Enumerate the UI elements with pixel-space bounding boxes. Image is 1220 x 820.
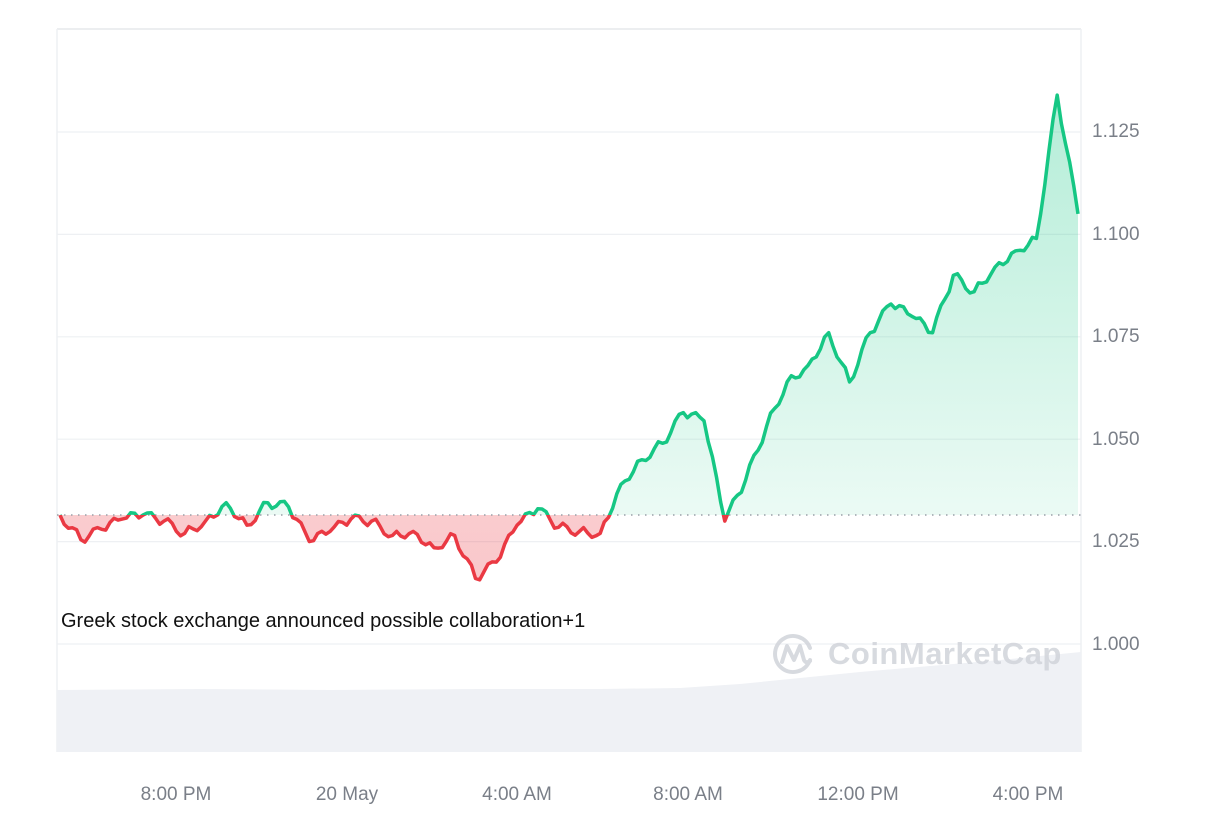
news-annotation[interactable]: Greek stock exchange announced possible … bbox=[61, 610, 586, 632]
y-tick-label: 1.075 bbox=[1092, 326, 1140, 347]
x-tick-label: 8:00 PM bbox=[140, 784, 212, 805]
area-fill-below-baseline bbox=[60, 515, 728, 580]
watermark-text: CoinMarketCap bbox=[828, 636, 1062, 671]
coinmarketcap-logo-icon bbox=[773, 634, 812, 674]
watermark: CoinMarketCap bbox=[770, 630, 1062, 678]
y-tick-label: 1.025 bbox=[1092, 531, 1140, 552]
price-line-above-baseline bbox=[60, 93, 1080, 515]
grid-lines bbox=[57, 131, 1081, 645]
x-tick-label: 12:00 PM bbox=[817, 784, 899, 805]
y-tick-label: 1.100 bbox=[1092, 224, 1140, 245]
chart-frame bbox=[56, 28, 1082, 752]
y-tick-label: 1.125 bbox=[1092, 121, 1140, 142]
x-tick-label: 4:00 AM bbox=[482, 784, 552, 805]
x-tick-label: 8:00 AM bbox=[653, 784, 723, 805]
area-fill-above-baseline bbox=[60, 95, 1078, 515]
y-tick-label: 1.050 bbox=[1092, 429, 1140, 450]
x-tick-label: 20 May bbox=[315, 784, 379, 805]
volume-area bbox=[57, 652, 1081, 752]
y-tick-label: 1.000 bbox=[1092, 634, 1140, 655]
price-line-below-baseline bbox=[58, 515, 730, 582]
x-tick-label: 4:00 PM bbox=[992, 784, 1064, 805]
